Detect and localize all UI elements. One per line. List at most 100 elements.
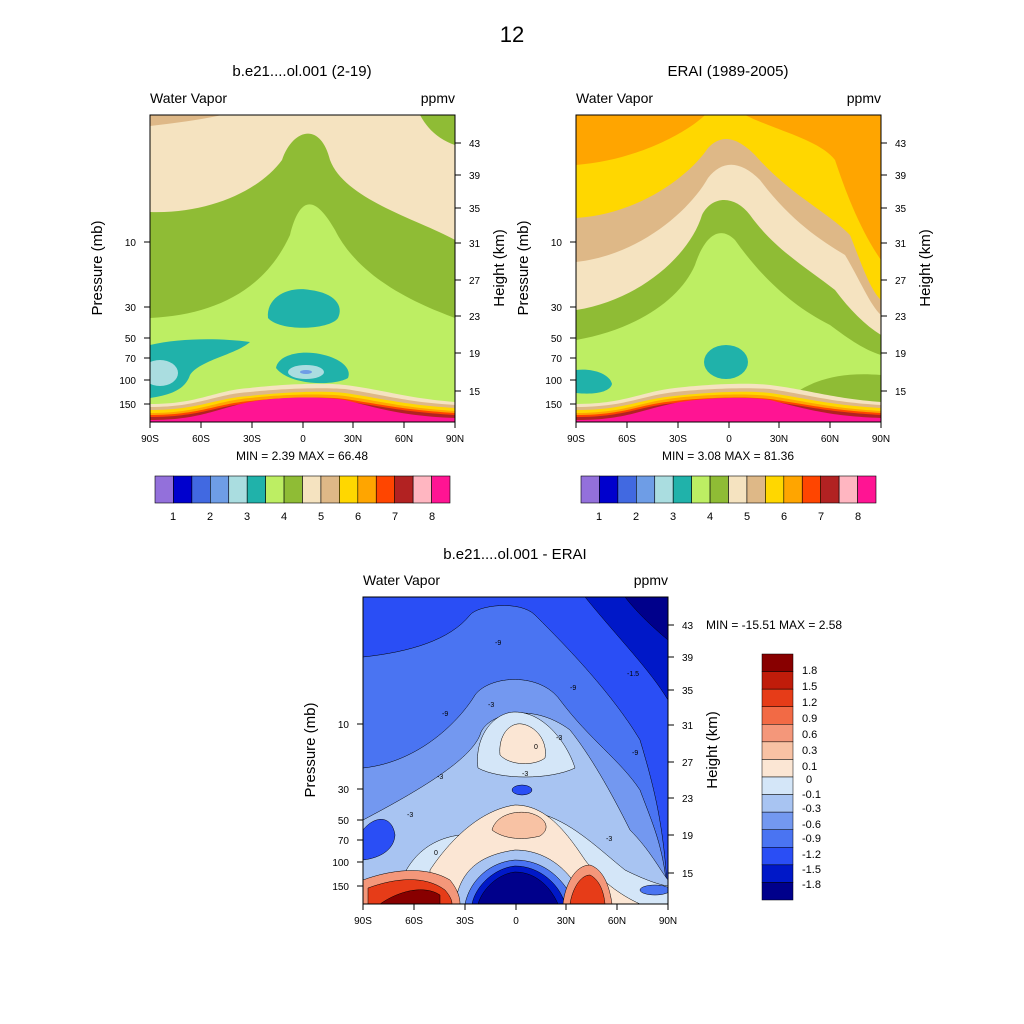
colorbar-swatch: [636, 475, 656, 504]
contour-label: -3: [488, 702, 494, 709]
y-axis-left: 10 30 50 70 100 150 Pressure (mb): [89, 220, 150, 411]
height-tick-label: 23: [895, 312, 907, 323]
colorbar-swatch: [672, 475, 692, 504]
colorbar-swatch: [154, 475, 174, 504]
colorbar-label: 1: [170, 511, 176, 523]
x-axis: 90S 60S 30S 0 30N 60N 90N: [567, 422, 890, 445]
colorbar-swatch: [820, 475, 840, 504]
units-label: ppmv: [634, 572, 668, 588]
y-tick-label: 30: [338, 785, 350, 796]
y-tick-label: 70: [125, 354, 137, 365]
height-tick-label: 39: [469, 171, 481, 182]
height-axis-title: Height (km): [704, 711, 721, 789]
x-tick-label: 60N: [608, 916, 626, 927]
y-tick-label: 10: [551, 238, 563, 249]
units-label: ppmv: [421, 90, 455, 106]
colorbar-label: 5: [318, 511, 324, 523]
x-tick-label: 60N: [821, 434, 839, 445]
y-axis-title: Pressure (mb): [302, 702, 319, 797]
pink-dome: [576, 397, 881, 422]
height-tick-label: 19: [469, 349, 481, 360]
contour-label: -3: [606, 836, 612, 843]
panel-title: b.e21....ol.001 (2-19): [232, 63, 371, 80]
units-label: ppmv: [847, 90, 881, 106]
contour-labels: -9 -9 -9 -9 -3 -3 -3 -3 -3 -3 0 0 -1.5: [407, 640, 639, 857]
panel-difference: b.e21....ol.001 - ERAI Water Vapor ppmv: [302, 546, 842, 927]
teal-blob-upper: [267, 289, 340, 328]
variable-label: Water Vapor: [576, 90, 653, 106]
colorbar-label: 8: [855, 511, 861, 523]
x-tick-label: 90N: [872, 434, 890, 445]
contour-label: 0: [534, 744, 538, 751]
y-tick-label: 50: [338, 816, 350, 827]
colorbar-swatch: [580, 475, 600, 504]
height-axis-title: Height (km): [917, 229, 934, 307]
colorbar-swatch: [761, 653, 794, 672]
contour-label: -3: [556, 735, 562, 742]
colorbar-label: 5: [744, 511, 750, 523]
height-tick-label: 15: [682, 869, 694, 880]
colorbar-label: -0.1: [802, 789, 821, 801]
x-tick-label: 30S: [456, 916, 474, 927]
colorbar-swatch: [838, 475, 858, 504]
min-max-label: MIN = -15.51 MAX = 2.58: [706, 618, 842, 632]
teal-blob-left: [576, 369, 612, 394]
colorbar-swatch: [283, 475, 303, 504]
lightcyan-blob-left: [150, 360, 178, 386]
colorbar-swatch: [761, 724, 794, 743]
x-axis: 90S 60S 30S 0 30N 60N 90N: [354, 904, 677, 927]
panel-erai: ERAI (1989-2005) Water Vapor ppmv: [515, 63, 934, 523]
colorbar-swatch: [394, 475, 414, 504]
height-tick-label: 43: [895, 139, 907, 150]
colorbar-swatch: [654, 475, 674, 504]
y-axis-left: 10 30 50 70 100 150 Pressure (mb): [302, 702, 363, 893]
colorbar-label: 0.1: [802, 761, 817, 773]
colorbar-label: 8: [429, 511, 435, 523]
colorbar-label: 3: [244, 511, 250, 523]
contour-field: [150, 115, 455, 422]
colorbar-swatch: [761, 741, 794, 760]
x-tick-label: 30S: [243, 434, 261, 445]
height-tick-label: 31: [682, 721, 694, 732]
y-tick-label: 150: [545, 400, 562, 411]
teal-blob-left: [150, 339, 250, 398]
colorbar-swatch: [761, 688, 794, 707]
x-tick-label: 90N: [659, 916, 677, 927]
colorbar-label: -1.5: [802, 864, 821, 876]
y-tick-label: 10: [338, 720, 350, 731]
teal-blob-mid: [704, 345, 748, 379]
colorbar-label: 3: [670, 511, 676, 523]
height-tick-label: 15: [895, 387, 907, 398]
height-tick-label: 19: [682, 831, 694, 842]
height-tick-label: 27: [682, 758, 694, 769]
y-axis-title: Pressure (mb): [89, 220, 106, 315]
y-tick-label: 150: [332, 882, 349, 893]
colorbar-label: 1.5: [802, 681, 817, 693]
colorbar-swatch: [431, 475, 451, 504]
x-tick-label: 60S: [192, 434, 210, 445]
colorbar-swatch: [761, 759, 794, 778]
colorbar-swatch: [302, 475, 322, 504]
x-tick-label: 60N: [395, 434, 413, 445]
colorbar-swatch: [357, 475, 377, 504]
x-tick-label: 30N: [344, 434, 362, 445]
colorbar-label: 2: [207, 511, 213, 523]
y-tick-label: 50: [125, 334, 137, 345]
colorbar-swatch: [761, 776, 794, 795]
colorbar-swatch: [746, 475, 766, 504]
colorbar-swatch: [617, 475, 637, 504]
colorbar-swatch: [210, 475, 230, 504]
y-tick-label: 70: [551, 354, 563, 365]
panel-title: ERAI (1989-2005): [668, 63, 789, 80]
x-tick-label: 90S: [354, 916, 372, 927]
cream-blob-upper: [499, 723, 546, 764]
contour-label: -1.5: [627, 671, 639, 678]
height-tick-label: 19: [895, 349, 907, 360]
x-tick-label: 30N: [770, 434, 788, 445]
colorbar-label: 1.2: [802, 697, 817, 709]
height-tick-label: 27: [469, 276, 481, 287]
contour-label: -9: [570, 685, 576, 692]
height-tick-label: 27: [895, 276, 907, 287]
colorbar-swatch: [599, 475, 619, 504]
colorbar-label: 0.9: [802, 713, 817, 725]
